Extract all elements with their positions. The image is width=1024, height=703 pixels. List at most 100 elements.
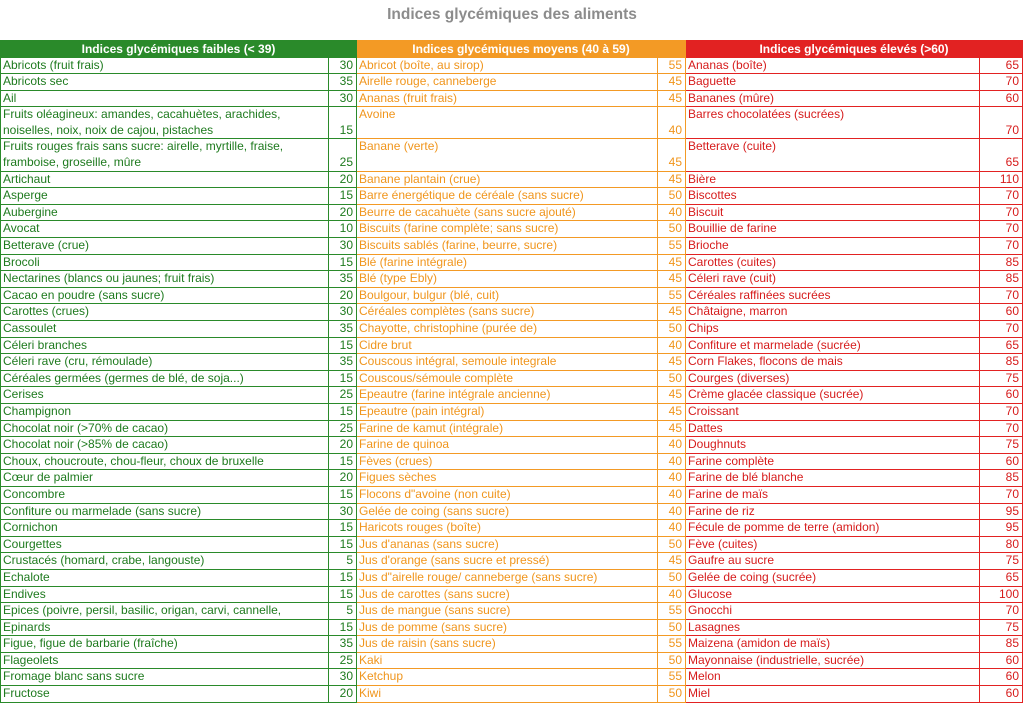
food-name-low: Epinards <box>0 618 329 637</box>
food-name-high: Céréales raffinées sucrées <box>685 286 980 305</box>
food-name-medium: Jus de mangue (sans sucre) <box>356 602 658 620</box>
gi-value-high: 65 <box>978 336 1024 355</box>
food-name-low: Courgettes <box>0 535 329 554</box>
gi-value-medium: 55 <box>657 286 686 305</box>
food-name-high: Fève (cuites) <box>685 535 980 554</box>
gi-value-medium: 45 <box>657 402 686 421</box>
gi-value-medium: 50 <box>657 618 686 637</box>
food-name-high: Brioche <box>685 237 980 255</box>
food-name-low: Echalote <box>0 568 329 587</box>
food-name-medium: Gelée de coing (sans sucre) <box>356 502 658 521</box>
gi-value-medium: 40 <box>657 203 686 222</box>
food-name-high: Gaufre au sucre <box>685 552 980 570</box>
gi-value-low: 30 <box>328 303 357 321</box>
gi-value-low: 20 <box>328 286 357 305</box>
food-name-high: Bière <box>685 170 980 189</box>
table-row: Carottes (crues) 30 Céréales complètes (sa… <box>0 303 1024 321</box>
gi-value-low: 30 <box>328 89 357 108</box>
gi-value-high: 110 <box>978 170 1024 189</box>
gi-value-low: 15 <box>328 369 357 388</box>
table-row: Figue, figue de barbarie (fraîche) 35 Jus … <box>0 635 1024 653</box>
food-name-high: Fécule de pomme de terre (amidon) <box>685 519 980 537</box>
gi-value-low: 35 <box>328 73 357 91</box>
table-row: Cassoulet 35 Chayotte, christophine (purée… <box>0 320 1024 338</box>
food-name-high: Lasagnes <box>685 618 980 637</box>
gi-value-medium: 45 <box>657 270 686 288</box>
food-name-high: Crème glacée classique (sucrée) <box>685 386 980 404</box>
food-name-high: Biscuit <box>685 203 980 222</box>
food-name-high: Croissant <box>685 402 980 421</box>
gi-value-high: 65 <box>978 568 1024 587</box>
gi-value-high: 60 <box>978 89 1024 108</box>
gi-value-low: 30 <box>328 56 357 75</box>
food-name-medium: Boulgour, bulgur (blé, cuit) <box>356 286 658 305</box>
gi-value-high: 75 <box>978 552 1024 570</box>
gi-value-low: 10 <box>328 220 357 239</box>
gi-value-low: 15 <box>328 585 357 604</box>
food-name-low: Fromage blanc sans sucre <box>0 668 329 687</box>
gi-value-medium: 45 <box>657 386 686 404</box>
gi-value-medium: 55 <box>657 602 686 620</box>
food-name-high: Glucose <box>685 585 980 604</box>
gi-value-low: 30 <box>328 237 357 255</box>
food-name-low: Asperge <box>0 187 329 205</box>
food-name-low: Choux, choucroute, chou-fleur, choux de … <box>0 452 329 471</box>
gi-value-medium: 40 <box>657 469 686 487</box>
table-row: Cacao en poudre (sans sucre) 20 Boulgour, … <box>0 286 1024 305</box>
food-name-medium: Epeautre (farine intégrale ancienne) <box>356 386 658 404</box>
food-name-medium: Avoine <box>356 106 658 140</box>
gi-value-high: 70 <box>978 187 1024 205</box>
gi-value-low: 25 <box>328 651 357 670</box>
gi-value-high: 70 <box>978 286 1024 305</box>
food-name-low: Concombre <box>0 485 329 504</box>
table-row: Cœur de palmier 20 Figues sèches 40 Farine d… <box>0 469 1024 487</box>
gi-value-low: 15 <box>328 253 357 272</box>
food-name-medium: Epeautre (pain intégral) <box>356 402 658 421</box>
gi-value-high: 70 <box>978 419 1024 438</box>
gi-value-low: 30 <box>328 668 357 687</box>
food-name-medium: Kaki <box>356 651 658 670</box>
gi-value-medium: 55 <box>657 635 686 653</box>
gi-value-medium: 40 <box>657 485 686 504</box>
food-name-medium: Ananas (fruit frais) <box>356 89 658 108</box>
food-name-medium: Jus d"airelle rouge/ canneberge (sans su… <box>356 568 658 587</box>
table-row: Betterave (crue) 30 Biscuits sablés (farin… <box>0 237 1024 255</box>
food-name-high: Farine de maïs <box>685 485 980 504</box>
food-name-high: Carottes (cuites) <box>685 253 980 272</box>
gi-value-low: 20 <box>328 203 357 222</box>
food-name-medium: Fèves (crues) <box>356 452 658 471</box>
table-body: Abricots (fruit frais) 30 Abricot (boîte, … <box>0 56 1024 703</box>
food-name-low: Abricots sec <box>0 73 329 91</box>
gi-value-medium: 50 <box>657 685 686 703</box>
gi-value-medium: 50 <box>657 369 686 388</box>
gi-value-medium: 50 <box>657 568 686 587</box>
food-name-low: Cœur de palmier <box>0 469 329 487</box>
table-row: Asperge 15 Barre énergétique de céréale (s… <box>0 187 1024 205</box>
gi-value-high: 65 <box>978 138 1024 172</box>
gi-value-high: 85 <box>978 353 1024 371</box>
food-name-low: Aubergine <box>0 203 329 222</box>
gi-value-high: 60 <box>978 651 1024 670</box>
food-name-high: Farine de blé blanche <box>685 469 980 487</box>
gi-value-medium: 55 <box>657 237 686 255</box>
food-name-medium: Biscuits (farine complète; sans sucre) <box>356 220 658 239</box>
food-name-low: Betterave (crue) <box>0 237 329 255</box>
gi-value-medium: 40 <box>657 336 686 355</box>
table-row: Chocolat noir (>70% de cacao) 25 Farine de… <box>0 419 1024 438</box>
gi-value-low: 15 <box>328 568 357 587</box>
food-name-medium: Figues sèches <box>356 469 658 487</box>
food-name-low: Chocolat noir (>85% de cacao) <box>0 436 329 454</box>
page-title: Indices glycémiques des aliments <box>387 6 637 23</box>
gi-value-low: 15 <box>328 106 357 140</box>
food-name-medium: Haricots rouges (boîte) <box>356 519 658 537</box>
gi-value-high: 70 <box>978 485 1024 504</box>
food-name-high: Barres chocolatées (sucrées) <box>685 106 980 140</box>
food-name-low: Cornichon <box>0 519 329 537</box>
food-name-medium: Céréales complètes (sans sucre) <box>356 303 658 321</box>
table-row: Endives 15 Jus de carottes (sans sucre) 40 G… <box>0 585 1024 604</box>
food-name-medium: Jus de carottes (sans sucre) <box>356 585 658 604</box>
gi-value-high: 85 <box>978 253 1024 272</box>
gi-value-high: 60 <box>978 386 1024 404</box>
gi-value-high: 85 <box>978 469 1024 487</box>
gi-value-low: 5 <box>328 602 357 620</box>
